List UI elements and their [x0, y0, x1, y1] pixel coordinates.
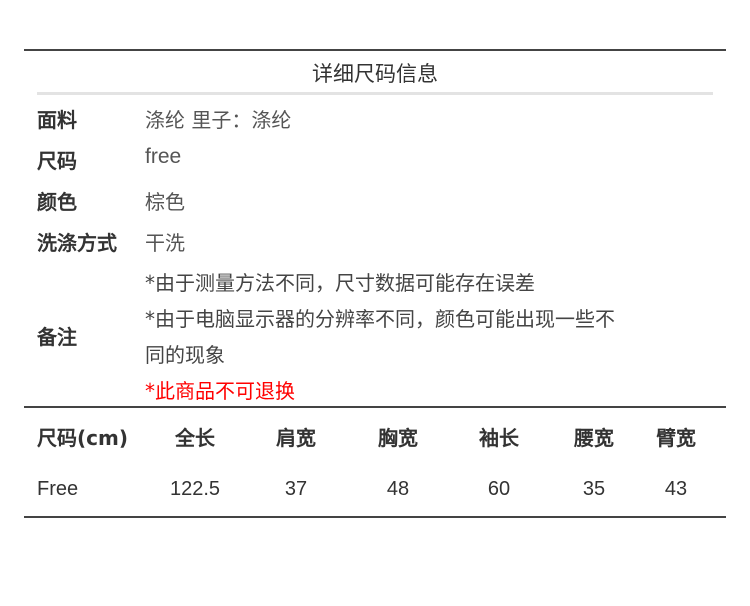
color-value: 棕色 — [145, 190, 185, 214]
header-waist: 腰宽 — [574, 426, 614, 450]
wash-label: 洗涤方式 — [37, 231, 117, 255]
remark-line: *由于电脑显示器的分辨率不同，颜色可能出现一些不 — [145, 307, 615, 331]
remarks-label: 备注 — [37, 325, 77, 349]
cell-size: Free — [37, 478, 79, 500]
fabric-value: 涤纶 里子：涤纶 — [145, 108, 292, 132]
header-shoulder: 肩宽 — [276, 426, 316, 450]
top-divider — [24, 49, 726, 51]
wash-value: 干洗 — [145, 231, 185, 255]
title-divider — [37, 92, 713, 95]
color-label: 颜色 — [37, 190, 77, 214]
fabric-label: 面料 — [37, 108, 77, 132]
header-length: 全长 — [175, 426, 215, 450]
cell-waist: 35 — [582, 478, 606, 500]
header-sleeve: 袖长 — [479, 426, 519, 450]
size-label: 尺码 — [37, 149, 77, 173]
table-top-divider — [24, 406, 726, 408]
header-arm: 臂宽 — [656, 426, 696, 450]
cell-shoulder: 37 — [284, 478, 308, 500]
cell-arm: 43 — [664, 478, 688, 500]
remark-line: 同的现象 — [145, 343, 225, 367]
cell-length: 122.5 — [169, 478, 221, 500]
header-size: 尺码(cm) — [37, 426, 128, 450]
header-chest: 胸宽 — [378, 426, 418, 450]
table-bottom-divider — [24, 516, 726, 518]
size-value: free — [145, 145, 182, 168]
cell-chest: 48 — [386, 478, 410, 500]
page-title: 详细尺码信息 — [312, 62, 438, 86]
remark-line: *由于测量方法不同，尺寸数据可能存在误差 — [145, 271, 535, 295]
cell-sleeve: 60 — [487, 478, 511, 500]
no-return-warning: *此商品不可退换 — [145, 379, 295, 403]
